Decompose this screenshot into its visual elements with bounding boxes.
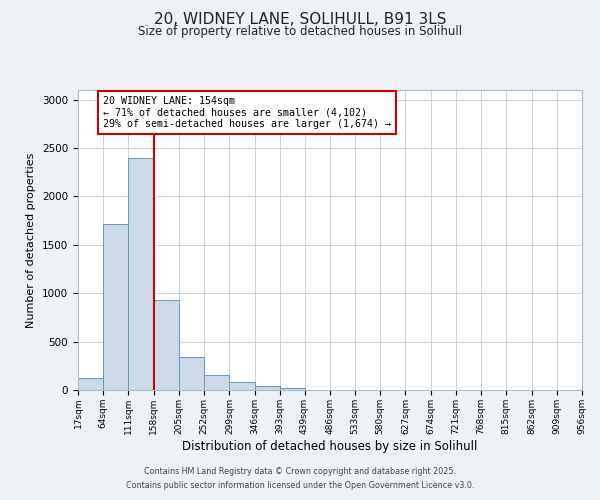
X-axis label: Distribution of detached houses by size in Solihull: Distribution of detached houses by size … [182, 440, 478, 452]
Bar [154, 300, 179, 390]
Text: Contains HM Land Registry data © Crown copyright and database right 2025.: Contains HM Land Registry data © Crown c… [144, 467, 456, 476]
Bar [78, 378, 103, 390]
Text: Contains public sector information licensed under the Open Government Licence v3: Contains public sector information licen… [126, 481, 474, 490]
Text: 20, WIDNEY LANE, SOLIHULL, B91 3LS: 20, WIDNEY LANE, SOLIHULL, B91 3LS [154, 12, 446, 28]
Bar [254, 386, 280, 390]
Y-axis label: Number of detached properties: Number of detached properties [26, 152, 37, 328]
Text: Size of property relative to detached houses in Solihull: Size of property relative to detached ho… [138, 25, 462, 38]
Bar [204, 375, 229, 390]
Bar [179, 357, 204, 390]
Text: 20 WIDNEY LANE: 154sqm
← 71% of detached houses are smaller (4,102)
29% of semi-: 20 WIDNEY LANE: 154sqm ← 71% of detached… [103, 96, 391, 129]
Bar [128, 158, 154, 390]
Bar [103, 224, 128, 390]
Bar [229, 382, 254, 390]
Bar [280, 388, 305, 390]
